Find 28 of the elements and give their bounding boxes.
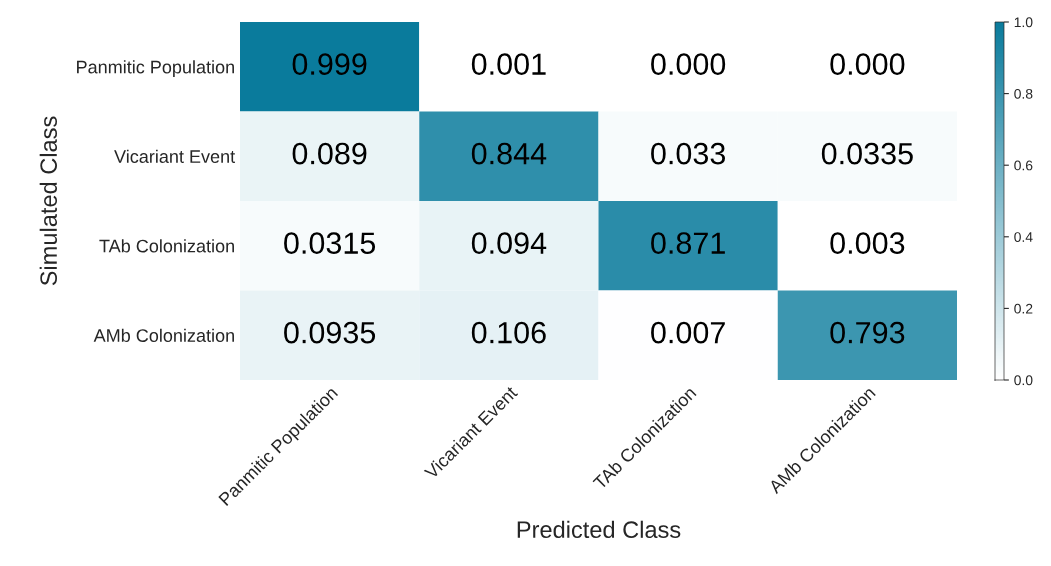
data-label: 0.003 xyxy=(830,232,905,254)
data-label: 0.094 xyxy=(471,232,547,254)
data-label: 0.089 xyxy=(292,142,367,165)
color-bar-label: 0.4 xyxy=(1014,232,1033,242)
color-bar-label: 0.2 xyxy=(1014,303,1033,314)
data-label: 0.0315 xyxy=(284,232,376,254)
y-axis-title: Simulated Class xyxy=(39,116,58,286)
data-label: 0.0335 xyxy=(821,142,913,165)
data-label: 0.001 xyxy=(471,53,546,75)
data-label: 0.007 xyxy=(651,321,725,344)
data-label: 0.844 xyxy=(471,142,547,165)
color-bar-label: 0.8 xyxy=(1014,88,1033,99)
color-bar-label: 0.0 xyxy=(1014,375,1033,386)
y-tick-label: Panmitic Population xyxy=(77,60,234,78)
data-label: 0.033 xyxy=(651,142,726,165)
y-tick-label: AMb Colonization xyxy=(93,328,234,342)
y-tick-label: Vicariant Event xyxy=(114,149,236,163)
data-label: 0.793 xyxy=(830,321,905,344)
x-axis-title: Predicted Class xyxy=(517,520,681,539)
data-label: 0.000 xyxy=(830,53,905,75)
y-tick-label: TAb Colonization xyxy=(99,239,234,253)
data-label: 0.000 xyxy=(651,53,726,75)
data-label: 0.999 xyxy=(292,53,367,75)
data-label: 0.0935 xyxy=(284,321,376,344)
color-bar-label: 1.0 xyxy=(1014,17,1033,28)
data-label: 0.106 xyxy=(471,321,546,344)
color-bar-label: 0.6 xyxy=(1014,160,1033,171)
data-label: 0.871 xyxy=(651,232,725,254)
